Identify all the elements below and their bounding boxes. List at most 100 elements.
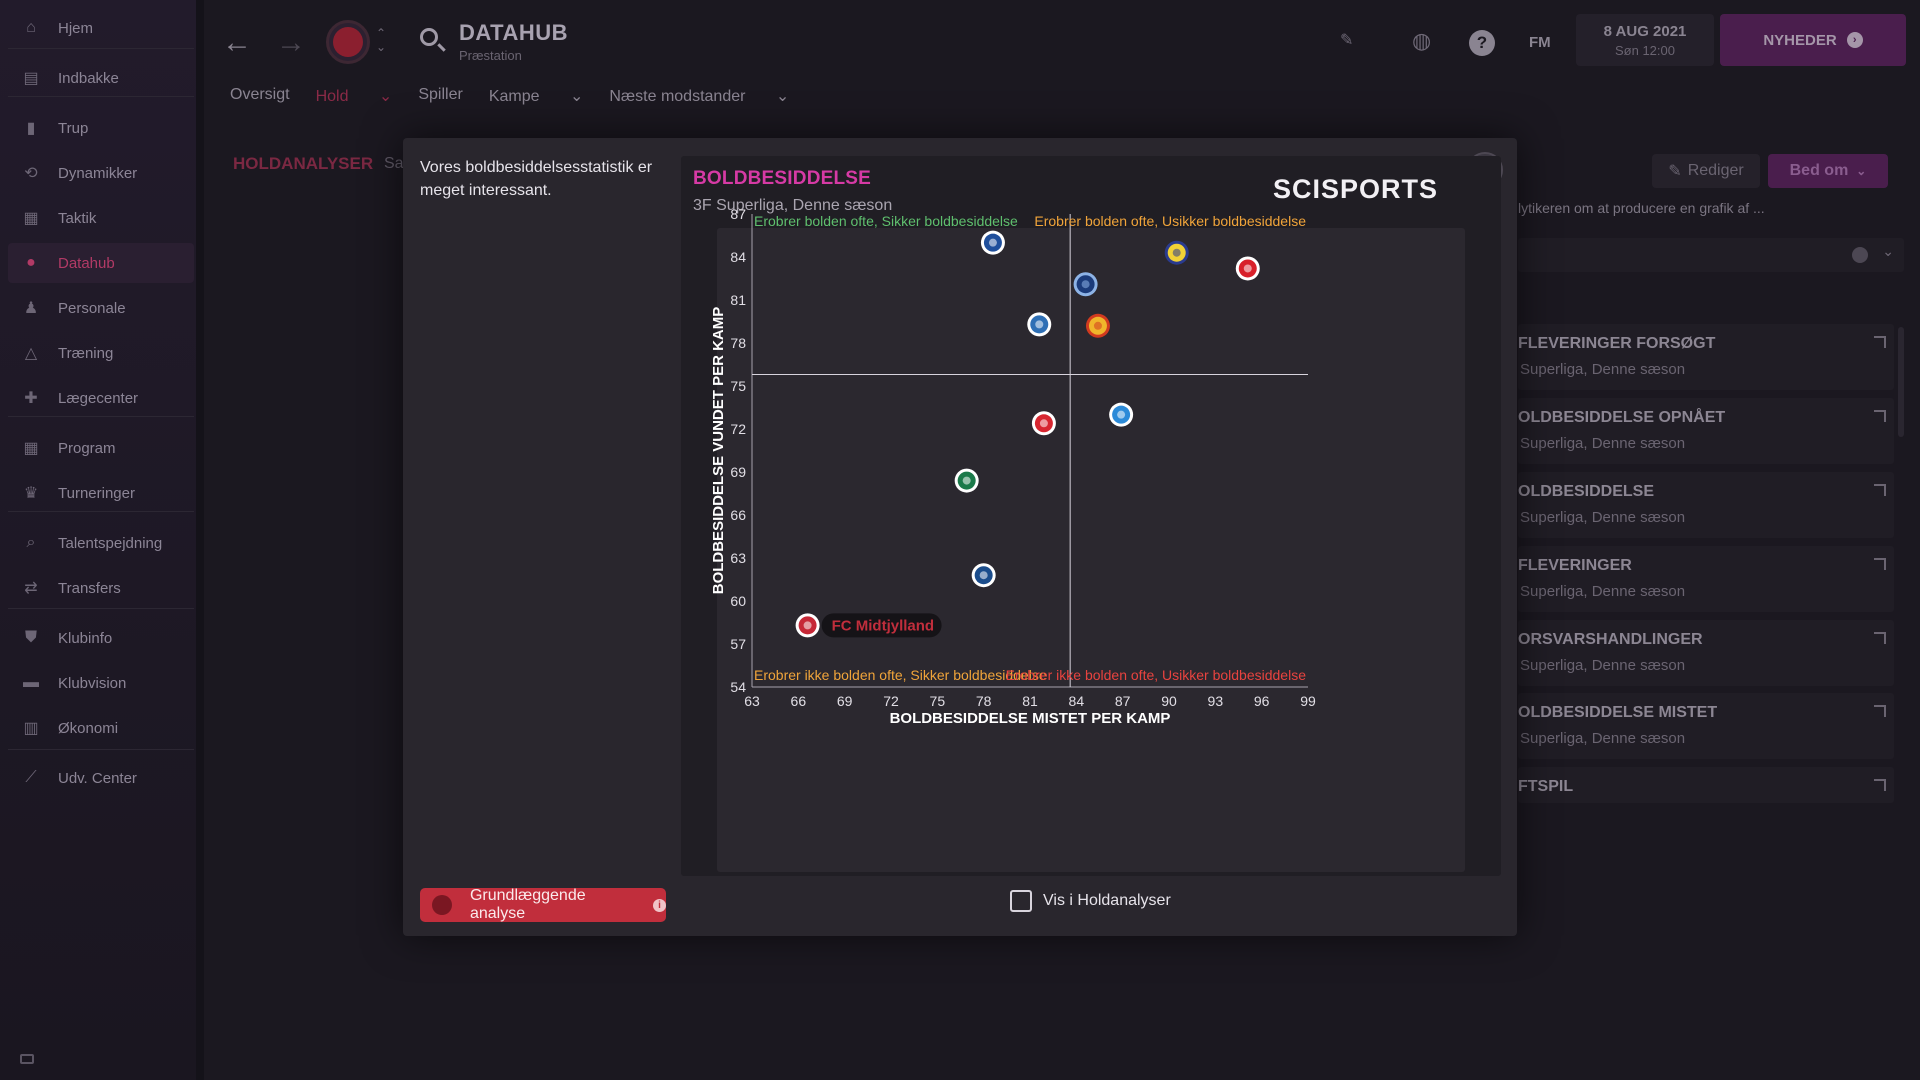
fm-menu[interactable]: FM — [1529, 34, 1551, 51]
sidebar-item-dynamikker[interactable]: ⟲ Dynamikker — [0, 153, 196, 193]
analysis-icon — [432, 895, 452, 915]
tab-naeste-modstander[interactable]: Næste modstander ⌄ — [609, 88, 790, 105]
page-title: DATAHUB — [459, 20, 568, 45]
sidebar-divider — [8, 511, 194, 512]
tab-bar: Oversigt Hold ⌄ Spiller Kampe ⌄ Næste mo… — [230, 86, 815, 110]
chart-subtitle: 3F Superliga, Denne sæson — [693, 197, 893, 214]
expand-icon[interactable] — [1874, 410, 1886, 422]
analysis-card[interactable]: OLDBESIDDELSE Superliga, Denne sæson — [1518, 472, 1894, 538]
analysis-card[interactable]: FLEVERINGER FORSØGT Superliga, Denne sæso… — [1518, 324, 1894, 390]
show-in-team-analyses-row[interactable]: Vis i Holdanalyser — [1010, 890, 1171, 912]
sidebar-item-turneringer[interactable]: ♛ Turneringer — [0, 473, 196, 513]
quadrant-label-bottom-right: Erobrer ikke bolden ofte, Usikker boldbe… — [1006, 667, 1307, 683]
search-icon[interactable] — [420, 28, 438, 46]
collapse-sidebar-icon[interactable] — [20, 1054, 34, 1064]
sidebar-item-klubinfo[interactable]: ⛊ Klubinfo — [0, 618, 196, 658]
home-icon: ⌂ — [26, 19, 36, 36]
sidebar-item-program[interactable]: ▦ Program — [0, 428, 196, 468]
development-icon: ⟋ — [25, 769, 37, 786]
tab-spiller[interactable]: Spiller — [418, 86, 463, 103]
analysis-card-subtitle: Superliga, Denne sæson — [1520, 435, 1686, 452]
help-icon[interactable]: ? — [1469, 30, 1495, 56]
ask-button[interactable]: Bed om ⌄ — [1768, 154, 1888, 188]
sidebar-item-træning[interactable]: △ Træning — [0, 333, 196, 373]
analysis-card[interactable]: OLDBESIDDELSE OPNÅET Superliga, Denne sæs… — [1518, 398, 1894, 464]
modal-description: Vores boldbesiddelsesstatistik er meget … — [420, 159, 653, 199]
forward-arrow-icon[interactable]: → — [276, 26, 306, 59]
sidebar-item-label: Program — [58, 439, 116, 457]
club-switch-chevron-icon[interactable]: ⌃ ⌄ — [376, 26, 387, 54]
expand-icon[interactable] — [1874, 336, 1886, 348]
sidebar-item-label: Datahub — [58, 254, 115, 272]
y-tick-label: 54 — [730, 679, 746, 695]
sidebar-divider — [8, 96, 194, 97]
news-button[interactable]: NYHEDER › — [1720, 14, 1906, 66]
clear-icon[interactable] — [1852, 247, 1868, 263]
y-tick-label: 75 — [730, 378, 746, 394]
x-tick-label: 63 — [744, 693, 760, 709]
sidebar-item-transfers[interactable]: ⇄ Transfers — [0, 568, 196, 608]
x-tick-label: 72 — [883, 693, 899, 709]
analysis-card-subtitle: Superliga, Denne sæson — [1520, 509, 1686, 526]
tab-kampe[interactable]: Kampe ⌄ — [488, 88, 584, 105]
sidebar-item-label: Økonomi — [58, 719, 119, 737]
expand-icon[interactable] — [1874, 779, 1886, 791]
club-badge[interactable] — [326, 20, 370, 64]
analysis-card[interactable]: OLDBESIDDELSE MISTET Superliga, Denne sæs… — [1518, 693, 1894, 759]
y-tick-label: 72 — [730, 421, 746, 437]
basic-analysis-button[interactable]: Grundlæggende analyse i — [420, 887, 666, 922]
sidebar-item-taktik[interactable]: ▦ Taktik — [0, 198, 196, 238]
chevron-down-icon[interactable]: ⌄ — [1882, 243, 1894, 259]
sidebar-divider — [8, 416, 194, 417]
sidebar-item-økonomi[interactable]: ▥ Økonomi — [0, 708, 196, 748]
sidebar-item-talentspejdning[interactable]: ⌕ Talentspejdning — [0, 523, 196, 563]
y-axis-label: BOLDBESIDDELSE VUNDET PER KAMP — [710, 307, 727, 595]
team-point-emblem — [979, 571, 988, 580]
expand-icon[interactable] — [1874, 558, 1886, 570]
x-tick-label: 69 — [837, 693, 853, 709]
sidebar-item-udv-center[interactable]: ⟋ Udv. Center — [0, 758, 196, 798]
y-tick-label: 57 — [730, 636, 746, 652]
analysis-card[interactable]: ORSVARSHANDLINGER Superliga, Denne sæson — [1518, 620, 1894, 686]
analysis-card-subtitle: Superliga, Denne sæson — [1520, 730, 1686, 747]
training-icon: △ — [24, 345, 38, 362]
analysis-card[interactable]: FLEVERINGER Superliga, Denne sæson — [1518, 546, 1894, 612]
expand-icon[interactable] — [1874, 632, 1886, 644]
tab-oversigt[interactable]: Oversigt — [230, 86, 290, 103]
page-subtitle: Præstation — [459, 48, 522, 63]
scrollbar[interactable] — [1898, 327, 1904, 437]
pencil-icon[interactable]: ✎ — [1340, 32, 1354, 49]
date-display[interactable]: 8 AUG 2021 Søn 12:00 — [1576, 14, 1714, 66]
analysis-card[interactable]: FTSPIL — [1518, 767, 1894, 803]
expand-icon[interactable] — [1874, 705, 1886, 717]
sidebar-item-indbakke[interactable]: ▤ Indbakke — [0, 58, 196, 98]
tab-hold[interactable]: Hold ⌄ — [315, 88, 393, 105]
tactics-icon: ▦ — [23, 210, 39, 227]
breadcrumb-section[interactable]: HOLDANALYSER — [233, 154, 374, 173]
sidebar-item-personale[interactable]: ♟ Personale — [0, 288, 196, 328]
sidebar-item-klubvision[interactable]: ▬ Klubvision — [0, 663, 196, 703]
sidebar-item-lægecenter[interactable]: ✚ Lægecenter — [0, 378, 196, 418]
show-in-team-analyses-checkbox[interactable] — [1010, 890, 1032, 912]
datahub-icon: ● — [26, 254, 36, 271]
sidebar-item-datahub[interactable]: ● Datahub — [8, 243, 194, 283]
chart-title: BOLDBESIDDELSE — [693, 168, 872, 189]
sidebar-item-trup[interactable]: ▮ Trup — [0, 108, 196, 148]
x-tick-label: 84 — [1069, 693, 1085, 709]
tab-naeste-modstander-label: Næste modstander — [609, 88, 746, 105]
y-tick-label: 84 — [730, 249, 746, 265]
analysis-select[interactable]: ⌄ — [1518, 238, 1904, 272]
edit-button[interactable]: ✎ Rediger — [1652, 154, 1760, 188]
sidebar-item-hjem[interactable]: ⌂ Hjem — [0, 8, 196, 48]
dynamics-icon: ⟲ — [24, 165, 38, 182]
info-icon[interactable]: i — [653, 898, 666, 912]
y-tick-label: 66 — [730, 507, 746, 523]
analyst-request-text: lytikeren om at producere en grafik af .… — [1518, 200, 1765, 216]
back-arrow-icon[interactable]: ← — [222, 26, 252, 59]
network-icon[interactable]: ◍ — [1412, 28, 1432, 53]
expand-icon[interactable] — [1874, 484, 1886, 496]
edit-button-label: Rediger — [1687, 162, 1744, 179]
sidebar-item-label: Trup — [58, 119, 89, 137]
breadcrumb-partial[interactable]: Sa — [384, 155, 404, 172]
sidebar-item-label: Udv. Center — [58, 769, 137, 787]
